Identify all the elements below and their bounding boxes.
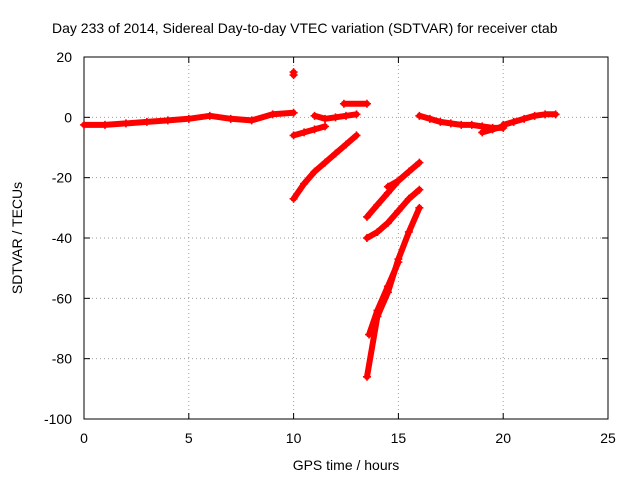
data-point-10-3	[394, 258, 403, 267]
x-tick-label-2: 10	[286, 430, 302, 446]
plot-frame	[83, 56, 609, 420]
data-point-13-4	[541, 110, 550, 119]
data-point-2-4	[352, 110, 361, 119]
data-point-12-0	[478, 128, 487, 137]
data-point-0-4	[163, 116, 172, 125]
data-point-3-1	[362, 99, 371, 108]
data-point-9-0	[362, 372, 371, 381]
x-axis-label: GPS time / hours	[293, 457, 400, 473]
data-point-3-0	[339, 99, 348, 108]
data-point-10-2	[383, 282, 392, 291]
data-point-1-1	[300, 128, 309, 137]
y-tick-label-3: -40	[52, 230, 72, 246]
data-point-4-4	[331, 149, 340, 158]
data-point-11-2	[436, 117, 445, 126]
data-point-12-1	[488, 125, 497, 134]
tick-layer: 0 5 10 15 20 25 -100 -80 -60 -40 -20 0 20	[44, 49, 616, 446]
data-point-11-5	[467, 120, 476, 129]
y-tick-label-6: 20	[56, 49, 72, 65]
data-point-7-2	[404, 167, 413, 176]
data-point-11-4	[457, 120, 466, 129]
data-point-11-0	[415, 111, 424, 120]
data-point-2-3	[342, 111, 350, 120]
data-point-10-1	[373, 306, 382, 315]
y-tick-label-5: 0	[64, 109, 72, 125]
x-tick-label-5: 25	[600, 430, 616, 446]
data-point-4-6	[352, 131, 361, 140]
data-point-6-0	[362, 212, 371, 221]
data-point-2-1	[321, 114, 330, 123]
data-point-0-7	[226, 114, 235, 123]
data-track-13	[500, 111, 559, 128]
data-point-0-1	[100, 120, 109, 129]
data-point-0-2	[121, 119, 130, 128]
data-point-4-0	[289, 194, 298, 203]
x-tick-label-4: 20	[495, 430, 511, 446]
x-tick-label-3: 15	[391, 430, 407, 446]
data-point-9-4	[404, 227, 413, 236]
data-point-7-3	[415, 158, 424, 167]
data-point-9-5	[415, 203, 424, 212]
data-point-0-10	[289, 108, 298, 117]
y-axis-label: SDTVAR / TECUs	[9, 182, 25, 294]
data-track-1	[290, 123, 328, 139]
data-point-7-1	[394, 176, 403, 185]
data-point-13-2	[520, 114, 529, 123]
data-point-10-0	[365, 330, 374, 339]
data-point-4-5	[342, 140, 350, 149]
grid-layer	[84, 57, 608, 419]
data-point-0-3	[142, 117, 151, 126]
data-point-11-3	[446, 119, 455, 128]
data-point-1-3	[321, 122, 330, 131]
data-point-4-1	[300, 179, 309, 188]
data-point-13-3	[530, 111, 539, 120]
data-point-2-2	[331, 113, 340, 122]
data-point-7-0	[383, 182, 392, 191]
data-track-10	[366, 259, 402, 338]
data-point-4-3	[321, 158, 330, 167]
data-point-8-5	[415, 185, 424, 194]
y-tick-label-0: -100	[44, 411, 72, 427]
data-point-13-0	[499, 120, 508, 129]
data-point-1-2	[310, 125, 319, 134]
data-track-7	[384, 159, 423, 190]
data-point-2-0	[310, 111, 319, 120]
data-point-0-6	[205, 111, 214, 120]
data-point-8-3	[394, 206, 403, 215]
data-point-0-5	[184, 114, 193, 123]
data-point-0-8	[247, 116, 256, 125]
data-track-8	[364, 186, 423, 241]
data-point-5-1	[289, 68, 298, 77]
data-point-8-2	[383, 218, 392, 227]
data-point-13-5	[551, 110, 560, 119]
data-point-11-1	[425, 114, 434, 123]
data-point-0-9	[268, 110, 277, 119]
data-point-6-1	[373, 200, 382, 209]
x-tick-label-0: 0	[80, 430, 88, 446]
chart-title: Day 233 of 2014, Sidereal Day-to-day VTE…	[52, 20, 558, 36]
data-point-8-4	[404, 194, 413, 203]
data-point-4-2	[310, 167, 319, 176]
y-tick-label-1: -80	[52, 351, 72, 367]
y-tick-label-4: -20	[52, 170, 72, 186]
data-point-1-0	[289, 131, 298, 140]
series-layer	[80, 68, 560, 381]
y-tick-label-2: -60	[52, 290, 72, 306]
data-point-8-0	[362, 234, 371, 242]
x-tick-label-1: 5	[185, 430, 193, 446]
data-point-13-1	[509, 117, 518, 126]
data-point-0-0	[80, 120, 88, 129]
data-point-8-1	[373, 227, 382, 236]
